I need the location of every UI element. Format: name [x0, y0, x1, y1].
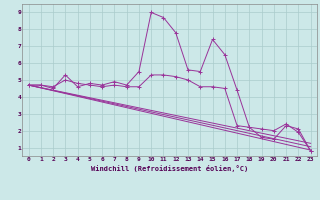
X-axis label: Windchill (Refroidissement éolien,°C): Windchill (Refroidissement éolien,°C) — [91, 165, 248, 172]
